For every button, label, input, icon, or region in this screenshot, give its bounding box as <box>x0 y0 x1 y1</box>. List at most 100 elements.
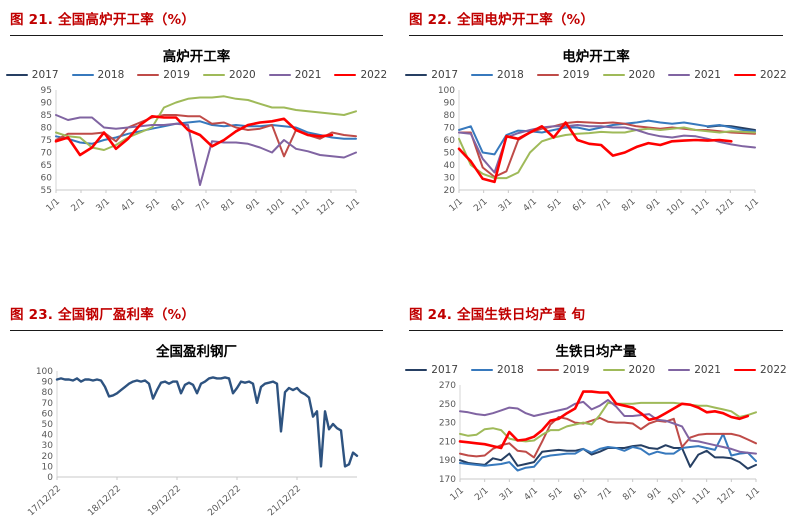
x-tick-label: 18/12/22 <box>86 484 123 518</box>
x-tick-label: 1/1 <box>44 197 61 214</box>
x-tick-label: 3/1 <box>498 486 515 503</box>
series-line-2022 <box>457 121 733 184</box>
legend-swatch <box>471 368 494 372</box>
y-tick-label: 50 <box>41 420 53 430</box>
x-tick-label: 20/12/22 <box>206 484 243 518</box>
legend-item-2021: 2021 <box>268 69 321 81</box>
y-tick-label: 20 <box>41 452 53 462</box>
legend-label: 2019 <box>163 69 190 81</box>
y-tick-label: 230 <box>439 419 456 429</box>
legend-label: 2017 <box>431 364 459 376</box>
legend-item-2018: 2018 <box>71 69 125 81</box>
chart-title: 生铁日均产量 <box>555 344 637 360</box>
x-tick-label: 8/1 <box>621 486 638 503</box>
y-tick-label: 210 <box>439 437 456 447</box>
x-tick-label: 7/1 <box>596 197 613 214</box>
x-tick-label: 1/1 <box>448 197 465 214</box>
x-tick-label: 10/1 <box>666 486 688 507</box>
x-tick-label: 1/1 <box>344 197 361 214</box>
y-tick-label: 250 <box>439 400 456 410</box>
legend-label: 2018 <box>97 69 125 81</box>
series-line-2018 <box>459 432 757 472</box>
y-tick-label: 80 <box>444 111 456 121</box>
legend-swatch <box>733 73 756 77</box>
y-tick-label: 270 <box>439 381 456 391</box>
series-line-2019 <box>458 120 756 178</box>
legend-swatch <box>137 73 160 77</box>
legend-item-2019: 2019 <box>137 69 190 81</box>
x-tick-label: 4/1 <box>119 197 136 214</box>
legend-swatch <box>602 73 625 77</box>
series-line-2021 <box>54 114 357 186</box>
legend-swatch <box>668 368 691 372</box>
y-tick-label: 60 <box>40 174 52 184</box>
legend-item-2022: 2022 <box>334 69 387 81</box>
x-tick-label: 5/1 <box>547 486 564 503</box>
x-tick-label: 11/1 <box>690 197 712 218</box>
y-tick-label: 40 <box>444 161 456 171</box>
legend-swatch <box>5 73 28 77</box>
x-tick-label: 1/1 <box>745 486 762 503</box>
x-tick-label: 3/1 <box>497 197 514 214</box>
x-tick-label: 6/1 <box>169 197 186 214</box>
legend-item-2021: 2021 <box>668 364 721 376</box>
chart-title: 全国盈利钢厂 <box>156 344 237 360</box>
figure-21-caption: 图 21. 全国高炉开工率（%） <box>10 12 196 28</box>
legend-item-2017: 2017 <box>405 69 458 81</box>
x-tick-label: 7/1 <box>597 486 614 503</box>
y-tick-label: 100 <box>438 86 455 96</box>
series-line-2020 <box>459 401 757 443</box>
legend-label: 2021 <box>694 69 721 81</box>
legend-item-2018: 2018 <box>471 364 524 376</box>
x-tick-label: 5/1 <box>546 197 563 214</box>
y-tick-label: 70 <box>40 149 52 159</box>
x-tick-label: 4/1 <box>522 197 539 214</box>
chart-legend: 2017 2018 2019 2020 2021 2022 <box>5 69 387 81</box>
y-tick-label: 100 <box>35 367 52 377</box>
blast-furnace-chart: 高炉开工率 2017 2018 2019 2020 2021 2022 55 60 65 70 7… <box>5 45 387 232</box>
series-line-2020 <box>458 126 756 180</box>
series-line-2020 <box>54 95 357 151</box>
legend-label: 2020 <box>628 69 656 81</box>
x-tick-label: 10/1 <box>665 197 687 218</box>
electric-furnace-chart: 电炉开工率 2017 2018 2019 2020 2021 2022 20 30 40 50 6… <box>405 45 787 232</box>
caption-divider <box>10 35 383 36</box>
profitable-mills-chart: 全国盈利钢厂 0 10 20 30 40 50 60 70 80 90 100 17/12/22 18/… <box>10 340 383 528</box>
y-tick-label: 55 <box>40 186 51 196</box>
y-tick-label: 70 <box>444 124 456 134</box>
y-tick-label: 40 <box>41 431 53 441</box>
legend-item-2017: 2017 <box>405 364 458 376</box>
y-tick-label: 30 <box>444 174 456 184</box>
legend-label: 2021 <box>694 364 721 376</box>
legend-label: 2022 <box>360 69 388 81</box>
x-tick-label: 10/1 <box>265 197 287 218</box>
legend-label: 2020 <box>628 364 656 376</box>
x-tick-label: 12/1 <box>315 197 337 218</box>
legend-item-2020: 2020 <box>602 69 656 81</box>
line-chart: 55 60 65 70 75 80 85 90 95 1/1 2/1 3/1 4/1 5/1 6/1 7/1 8… <box>40 86 361 218</box>
y-tick-label: 190 <box>439 456 456 466</box>
legend-item-2021: 2021 <box>668 69 721 81</box>
series-line-2018 <box>54 120 357 145</box>
x-tick-label: 7/1 <box>194 197 211 214</box>
legend-item-2017: 2017 <box>5 69 59 81</box>
x-tick-label: 17/12/22 <box>27 484 63 518</box>
legend-swatch <box>471 73 494 77</box>
legend-label: 2017 <box>431 69 459 81</box>
figure-24-caption: 图 24. 全国生铁日均产量 旬 <box>409 307 586 323</box>
figure-23-caption: 图 23. 全国钢厂盈利率（%） <box>10 307 196 323</box>
x-tick-label: 11/1 <box>290 197 312 218</box>
figure-22-caption: 图 22. 全国电炉开工率（%） <box>409 12 595 28</box>
legend-swatch <box>536 368 559 372</box>
legend-swatch <box>405 368 428 372</box>
legend-label: 2022 <box>759 364 787 376</box>
x-tick-label: 9/1 <box>645 197 662 214</box>
line-chart: 170 190 210 230 250 270 1/1 2/1 3/1 4/1 5/1 6/1 7/1 8… <box>439 381 762 507</box>
figure-23-cell: 图 23. 全国钢厂盈利率（%） 全国盈利钢厂 0 10 20 30 40 50 60 70 8… <box>0 295 399 528</box>
series-line-2022 <box>54 114 333 157</box>
x-tick-label: 2/1 <box>69 197 86 214</box>
x-tick-label: 1/1 <box>449 486 466 503</box>
y-tick-label: 170 <box>439 475 456 485</box>
legend-swatch <box>536 73 559 77</box>
